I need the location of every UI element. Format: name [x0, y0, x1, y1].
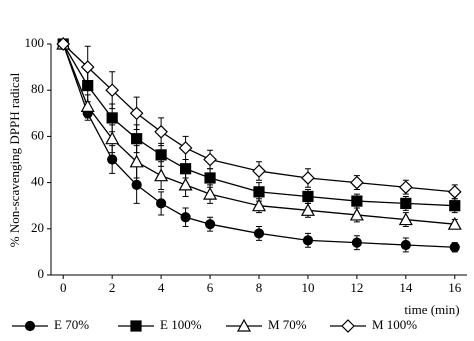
data-point [302, 235, 314, 246]
data-point [204, 219, 216, 230]
data-point [203, 186, 218, 200]
legend-label: E 70% [54, 317, 89, 332]
data-point [398, 212, 413, 226]
legend-marker [236, 318, 252, 332]
data-point [82, 79, 94, 92]
x-tick-label: 0 [60, 280, 67, 295]
data-point [251, 198, 267, 212]
data-point [129, 106, 144, 121]
y-axis-label: % Non-scavenging DPPH radical [7, 72, 22, 247]
data-point [179, 163, 192, 175]
x-tick-label: 8 [256, 280, 263, 295]
series-line [62, 43, 455, 193]
data-point [449, 200, 461, 212]
data-point [400, 197, 412, 209]
data-point [350, 175, 364, 190]
data-point [449, 242, 460, 253]
data-point [154, 124, 168, 139]
data-point [204, 172, 216, 184]
data-point [203, 152, 217, 167]
x-tick-label: 4 [158, 280, 165, 295]
y-tick-label: 100 [25, 35, 45, 50]
legend-label: E 100% [160, 317, 202, 332]
y-tick-label: 80 [31, 81, 44, 96]
legend-label: M 70% [268, 317, 307, 332]
data-point [156, 198, 167, 209]
data-point [253, 186, 265, 198]
data-point [106, 112, 118, 124]
data-point [105, 83, 120, 98]
data-point [301, 171, 315, 185]
data-point [178, 141, 193, 155]
x-tick-label: 10 [301, 280, 314, 295]
x-tick-label: 2 [109, 280, 116, 295]
x-axis-label: time (min) [404, 302, 459, 317]
series-line [62, 43, 455, 248]
data-point [349, 207, 364, 221]
y-tick-label: 0 [38, 266, 45, 281]
x-tick-label: 12 [350, 280, 363, 295]
y-tick-label: 20 [31, 220, 44, 235]
legend-label: M 100% [372, 317, 417, 332]
legend-marker [341, 319, 355, 333]
data-point [80, 60, 95, 74]
data-point [351, 195, 363, 207]
data-point [447, 216, 462, 230]
data-point [300, 203, 315, 216]
data-point [105, 131, 120, 145]
data-point [154, 168, 169, 182]
data-point [178, 177, 193, 191]
data-point [155, 149, 167, 161]
x-tick-label: 14 [399, 280, 413, 295]
y-tick-label: 60 [31, 127, 44, 142]
data-point [180, 212, 191, 223]
series-line [62, 43, 455, 207]
legend-marker [24, 320, 36, 332]
data-point [131, 179, 142, 191]
data-point [400, 239, 411, 251]
data-point [80, 99, 95, 112]
legend-marker [130, 320, 142, 332]
data-point [252, 164, 266, 178]
data-point [129, 154, 144, 168]
data-point [398, 180, 413, 195]
y-tick-label: 40 [31, 174, 44, 189]
x-tick-label: 16 [448, 280, 462, 295]
data-point [351, 237, 362, 248]
data-point [131, 133, 143, 145]
data-point [302, 190, 314, 203]
data-point [253, 228, 265, 239]
series-line [62, 43, 455, 225]
data-point [447, 184, 462, 199]
data-point [56, 37, 71, 51]
x-tick-label: 6 [207, 280, 214, 295]
data-point [107, 154, 118, 165]
